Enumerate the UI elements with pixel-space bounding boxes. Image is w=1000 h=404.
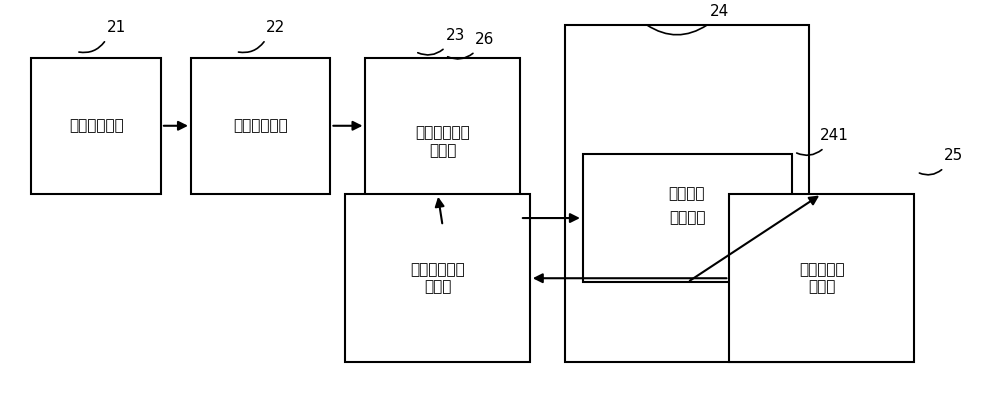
- Text: 内存转址区设
置模块: 内存转址区设 置模块: [415, 126, 470, 158]
- FancyBboxPatch shape: [365, 57, 520, 226]
- Text: 信息比较模块: 信息比较模块: [233, 118, 288, 133]
- Text: 内存转址区控
制模块: 内存转址区控 制模块: [410, 262, 465, 295]
- Text: 22: 22: [266, 20, 285, 35]
- FancyBboxPatch shape: [31, 57, 161, 194]
- Text: 24: 24: [710, 4, 729, 19]
- FancyBboxPatch shape: [565, 25, 809, 362]
- FancyBboxPatch shape: [345, 194, 530, 362]
- Text: 系统运行判
断模块: 系统运行判 断模块: [799, 262, 844, 295]
- Text: 21: 21: [106, 20, 126, 35]
- Text: 26: 26: [475, 32, 495, 47]
- Text: 23: 23: [445, 28, 465, 43]
- Text: 信息获取模块: 信息获取模块: [69, 118, 124, 133]
- Text: 通讯模块: 通讯模块: [669, 187, 705, 202]
- Text: 241: 241: [820, 128, 849, 143]
- Text: 转发模块: 转发模块: [669, 210, 706, 225]
- FancyBboxPatch shape: [583, 154, 792, 282]
- FancyBboxPatch shape: [729, 194, 914, 362]
- Text: 25: 25: [944, 148, 963, 163]
- FancyBboxPatch shape: [191, 57, 330, 194]
